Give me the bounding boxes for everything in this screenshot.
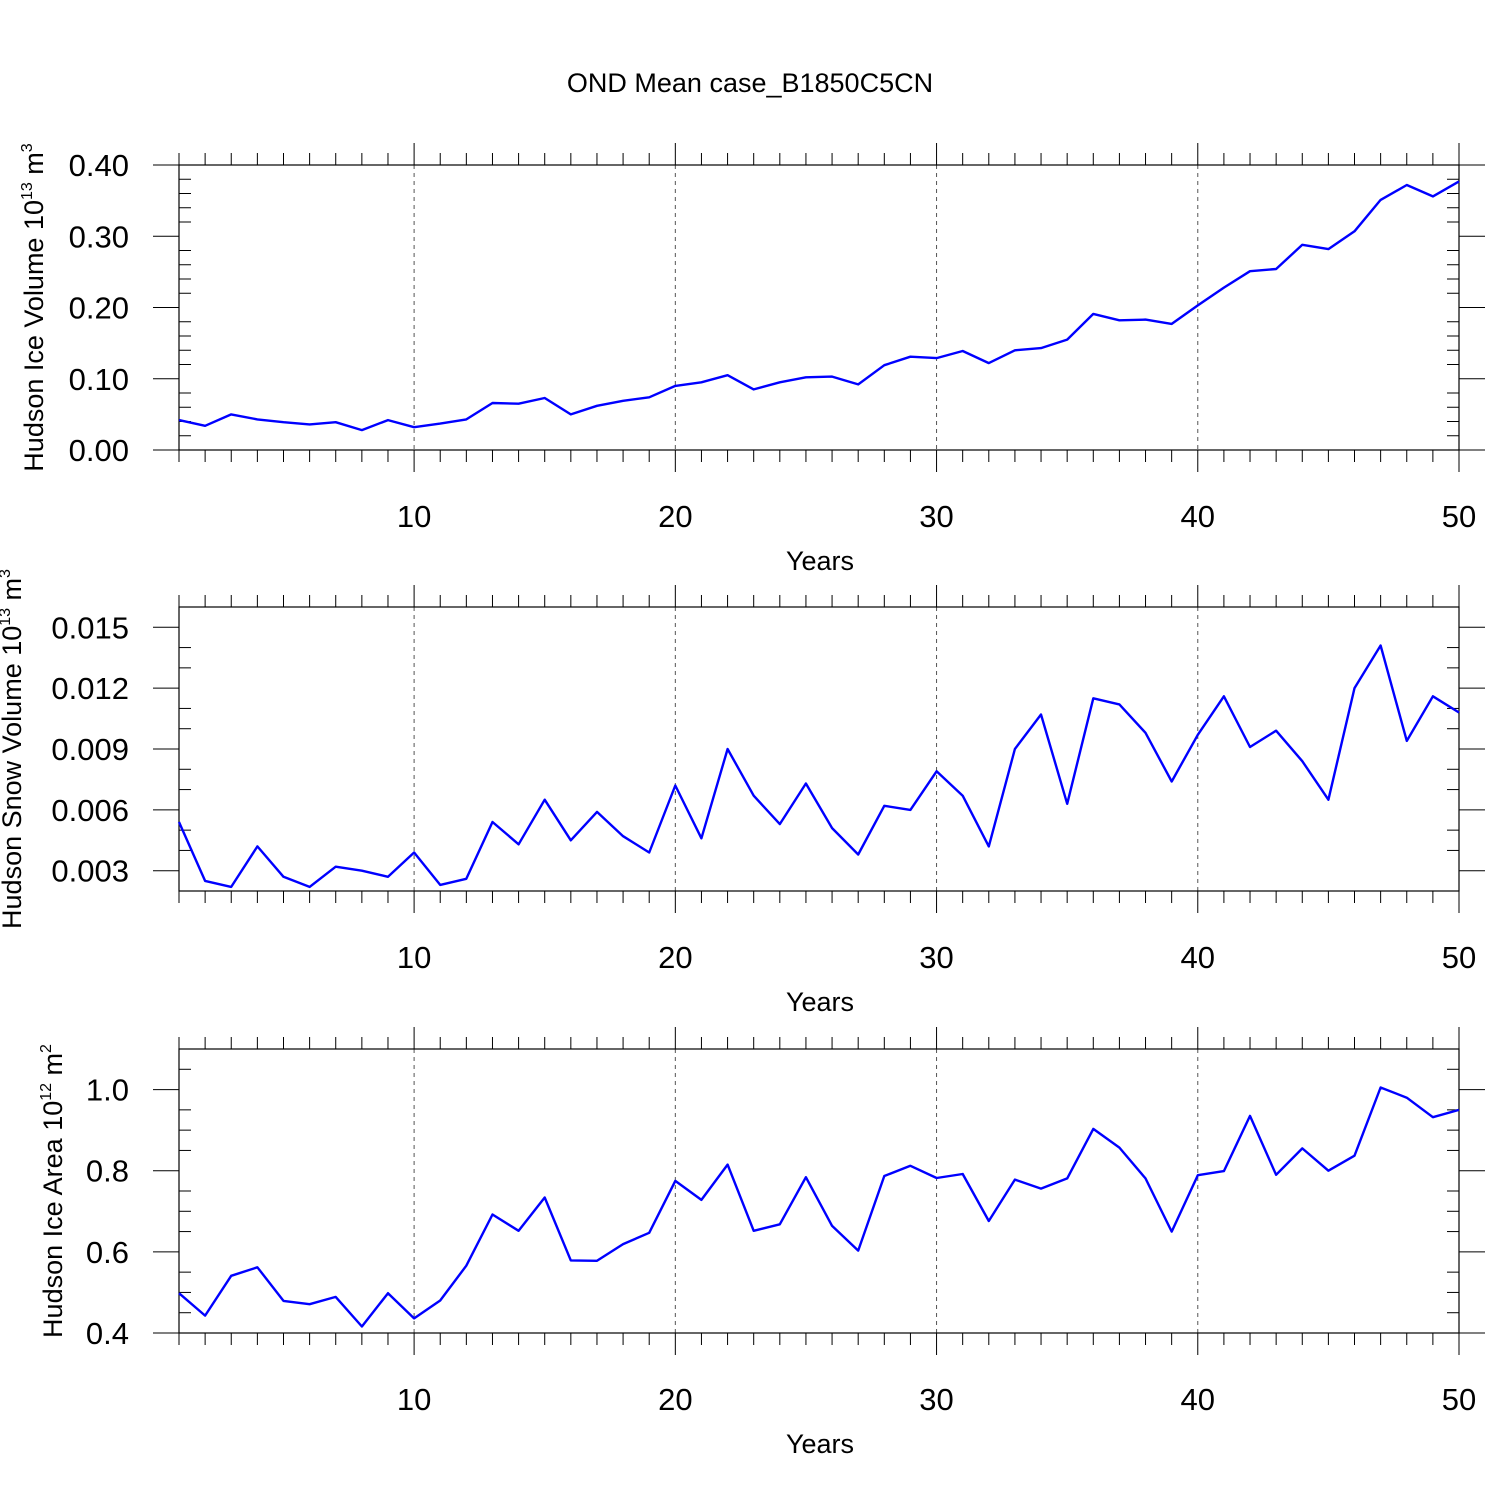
ice-volume-y-tick-label: 0.00 (69, 433, 129, 468)
ice-volume-y-tick-label: 0.40 (69, 148, 129, 183)
ice-area-y-axis-label: Hudson Ice Area 1012 m2 (38, 1044, 68, 1338)
snow-volume-y-tick-label: 0.012 (51, 671, 129, 706)
ice-area-y-tick-label: 0.6 (86, 1235, 129, 1270)
snow-volume-y-tick-label: 0.015 (51, 610, 129, 645)
snow-volume-series-line (177, 644, 1460, 889)
ice-area-panel: 10 20 30 40 50 0.4 0.6 0.8 1.0 Years Hudson Ice Ar… (38, 1027, 1485, 1459)
ice-volume-y-tick-label: 0.20 (69, 291, 129, 326)
snow-volume-plot-frame (178, 606, 1460, 892)
snow-volume-x-tick-label: 30 (919, 940, 953, 975)
ice-volume-x-tick-label: 40 (1181, 499, 1215, 534)
ice-volume-x-tick-label: 10 (397, 499, 431, 534)
snow-volume-y-tick-label: 0.006 (51, 793, 129, 828)
snow-volume-y-tick-label: 0.003 (51, 854, 129, 889)
ice-volume-y-axis-label: Hudson Ice Volume 1013 m3 (19, 143, 49, 471)
snow-volume-x-tick-label: 10 (397, 940, 431, 975)
ice-volume-x-tick-label: 50 (1442, 499, 1476, 534)
ice-area-y-tick-label: 0.8 (86, 1154, 129, 1189)
ice-volume-y-tick-label: 0.30 (69, 219, 129, 254)
ice-area-x-tick-label: 10 (397, 1382, 431, 1417)
ice-area-series-line (178, 1086, 1460, 1328)
snow-volume-x-tick-label: 50 (1442, 940, 1476, 975)
ice-volume-x-axis-label: Years (786, 546, 854, 576)
ice-area-plot-frame (178, 1048, 1460, 1334)
ice-area-y-tick-label: 0.4 (86, 1316, 129, 1351)
snow-volume-x-tick-label: 20 (658, 940, 692, 975)
ice-area-x-tick-label: 20 (658, 1382, 692, 1417)
ice-volume-plot-frame (178, 164, 1460, 451)
ice-volume-series-line (178, 180, 1460, 432)
snow-volume-y-axis-label: Hudson Snow Volume 1013 m3 (0, 569, 27, 929)
ice-volume-y-tick-label: 0.10 (69, 362, 129, 397)
snow-volume-x-axis-label: Years (786, 987, 854, 1017)
ice-volume-x-tick-label: 30 (919, 499, 953, 534)
ice-volume-x-tick-label: 20 (658, 499, 692, 534)
ice-area-x-tick-label: 50 (1442, 1382, 1476, 1417)
chart-title: OND Mean case_B1850C5CN (567, 68, 933, 98)
snow-volume-panel: 10 20 30 40 50 0.003 0.006 0.009 0.012 0.015 Years… (0, 569, 1485, 1017)
snow-volume-y-tick-label: 0.009 (51, 732, 129, 767)
ice-area-y-tick-label: 1.0 (86, 1073, 129, 1108)
ice-area-x-tick-label: 40 (1181, 1382, 1215, 1417)
ice-area-x-axis-label: Years (786, 1429, 854, 1459)
ice-volume-panel: 10 20 30 40 50 0.00 0.10 0.20 0.30 0.40 Years Hudso… (19, 143, 1485, 576)
ice-area-x-tick-label: 30 (919, 1382, 953, 1417)
snow-volume-x-tick-label: 40 (1181, 940, 1215, 975)
